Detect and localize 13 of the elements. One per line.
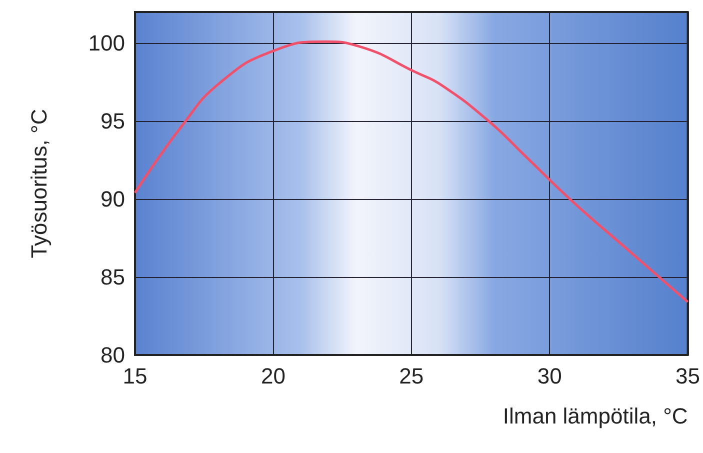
x-tick-label: 25	[399, 364, 424, 388]
y-tick-label: 80	[100, 342, 125, 368]
y-tick-label: 85	[100, 264, 125, 290]
y-tick-label: 100	[88, 30, 125, 56]
line-series	[134, 40, 690, 304]
x-tick-label: 35	[676, 364, 700, 388]
y-tick-label: 95	[100, 108, 125, 134]
x-tick-label: 20	[260, 364, 286, 388]
y-axis-title: Työsuoritus, °C	[26, 108, 52, 258]
x-axis-title: Ilman lämpötila, °C	[502, 404, 688, 428]
x-tick-label: 30	[537, 364, 562, 388]
y-tick-label: 90	[100, 186, 125, 212]
x-tick-label: 15	[122, 364, 148, 388]
